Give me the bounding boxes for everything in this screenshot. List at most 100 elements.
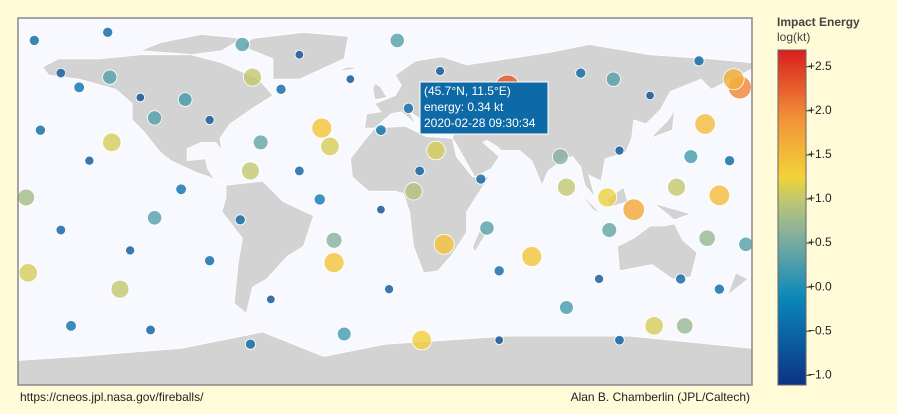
fireball-marker — [475, 173, 487, 185]
source: https://cneos.jpl.nasa.gov/fireballs/ — [20, 390, 204, 404]
fireball-marker — [559, 300, 574, 315]
fireball-marker — [376, 204, 386, 215]
markers — [18, 26, 752, 351]
fireball-marker — [435, 66, 446, 76]
fireball-marker — [135, 92, 146, 103]
fireball-marker — [433, 233, 455, 255]
colorbar-tick-label: −0.5 — [808, 323, 832, 337]
fireball-marker — [614, 145, 625, 156]
fireball-marker — [110, 279, 130, 299]
fireball-marker — [683, 149, 699, 164]
landmass — [221, 180, 315, 315]
landmass — [578, 191, 602, 215]
colorbar-title: Impact Energy — [777, 15, 860, 29]
tooltip-box — [419, 81, 549, 135]
fireball-marker — [175, 183, 187, 196]
fireball-marker — [644, 316, 664, 336]
fireball-marker — [575, 67, 587, 79]
fireball-marker — [426, 140, 446, 161]
colorbar-tick-label: +1.0 — [808, 191, 832, 205]
fireball-marker — [414, 165, 425, 177]
colorbar-tick-label: −1.0 — [808, 367, 832, 381]
fireball-marker — [320, 136, 340, 157]
colorbar — [777, 49, 807, 386]
fireball-marker — [294, 49, 305, 60]
fireball-marker — [557, 177, 576, 197]
fireball-marker — [676, 317, 694, 335]
fireball-marker — [145, 324, 156, 336]
fireball-marker — [389, 32, 405, 48]
fireball-marker — [722, 68, 745, 91]
fireball-marker — [102, 26, 114, 38]
fireball-marker — [234, 214, 246, 226]
fireball-marker — [266, 294, 276, 305]
fireball-marker — [84, 155, 95, 166]
fireball-marker — [311, 117, 333, 139]
fireball-marker — [252, 134, 269, 151]
fireball-marker — [493, 265, 505, 277]
fireball-marker — [601, 222, 618, 238]
fireball-marker — [244, 338, 256, 350]
fireball-marker — [18, 263, 38, 283]
credit: Alan B. Chamberlin (JPL/Caltech) — [571, 390, 750, 404]
fireball-marker — [694, 113, 716, 135]
fireball-marker — [18, 188, 36, 207]
landmass — [726, 272, 749, 297]
colorbar-tick-label: +0.0 — [808, 279, 832, 293]
fireball-marker — [494, 335, 504, 345]
colorbar-tick-label: +2.0 — [808, 103, 832, 117]
fireball-marker — [724, 155, 736, 167]
landmass — [372, 82, 388, 101]
fireball-marker — [294, 165, 305, 177]
fireball-marker — [65, 320, 77, 332]
fireball-marker — [594, 274, 605, 284]
fireball-marker — [336, 326, 352, 342]
fireball-marker — [384, 284, 395, 295]
landmass — [349, 125, 490, 274]
fireball-marker — [34, 124, 46, 136]
tooltip-energy: energy: 0.34 kt — [424, 100, 504, 114]
fireball-marker — [675, 273, 687, 285]
colorbar-tick-label: +0.5 — [808, 235, 832, 249]
fireball-marker — [325, 231, 343, 249]
fireball-marker — [713, 283, 725, 295]
landmass — [649, 109, 675, 139]
tooltip-time: 2020-02-28 09:30:34 — [424, 116, 536, 130]
landmass — [140, 33, 244, 56]
fireball-marker — [551, 148, 569, 165]
tooltip: (45.7°N, 11.5°E) energy: 0.34 kt 2020-02… — [419, 81, 549, 135]
fireball-marker — [102, 132, 122, 153]
fireball-marker — [667, 177, 686, 197]
fireball-marker — [177, 92, 193, 107]
fireball-marker — [275, 83, 287, 95]
fireball-marker — [521, 246, 543, 267]
fireball-marker — [479, 220, 495, 236]
tooltip-location: (45.7°N, 11.5°E) — [424, 84, 511, 98]
fireball-marker — [645, 90, 655, 101]
landmass — [616, 223, 698, 280]
fireball-marker — [693, 55, 705, 67]
fireball-marker — [622, 198, 645, 221]
fireball-marker — [73, 81, 85, 94]
fireball-marker — [375, 124, 387, 136]
fireball-marker — [402, 102, 415, 114]
fireball-marker — [708, 184, 731, 207]
fireball-marker — [614, 334, 625, 346]
fireball-marker — [241, 161, 260, 181]
fireball-marker — [605, 71, 621, 87]
fireball-marker — [597, 187, 618, 208]
fireball-marker — [204, 114, 215, 125]
fireball-marker — [125, 245, 136, 256]
colorbar-subtitle: log(kt) — [777, 30, 810, 44]
fireball-marker — [55, 67, 67, 79]
colorbar-tick-label: +1.5 — [808, 147, 832, 161]
fireball-marker — [323, 252, 345, 274]
fireball-marker — [698, 229, 716, 247]
fireball-marker — [28, 34, 40, 46]
landmass — [18, 331, 752, 385]
fireball-marker — [243, 67, 262, 87]
fireball-marker — [738, 236, 752, 252]
map-frame — [17, 17, 753, 386]
fireball-marker — [404, 182, 423, 201]
